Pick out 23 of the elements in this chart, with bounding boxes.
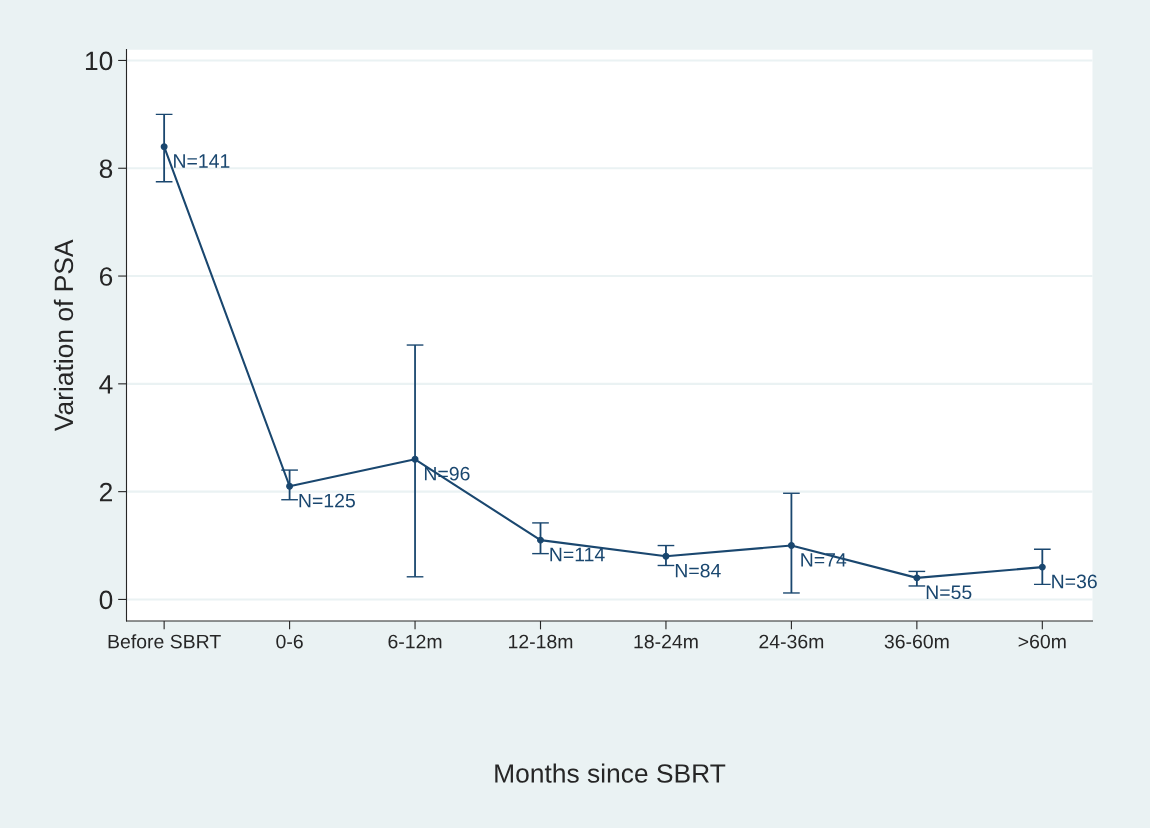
x-tick-label: 6-12m — [388, 634, 442, 649]
y-tick-label: 2 — [99, 482, 112, 502]
annotation: N=84 — [675, 563, 721, 578]
y-axis-title: Variation of PSA — [53, 239, 74, 432]
y-tick-label: 10 — [85, 51, 113, 71]
y-tick-label: 8 — [99, 159, 113, 179]
x-tick-label: 36-60m — [884, 634, 949, 649]
y-tick-label: 0 — [99, 590, 113, 610]
annotation: N=36 — [1052, 574, 1097, 589]
x-tick-label: 12-18m — [509, 634, 573, 649]
y-tick-label: 4 — [99, 375, 113, 394]
annotation: N=141 — [174, 154, 230, 168]
x-tick-label: 0-6 — [276, 634, 303, 649]
x-tick-label: 18-24m — [634, 634, 698, 649]
annotation: N=55 — [926, 585, 972, 600]
x-tick-label: 24-36m — [759, 634, 824, 649]
x-tick-label: >60m — [1018, 634, 1066, 649]
x-tick-label: Before SBRT — [108, 634, 221, 649]
y-tick-label: 6 — [99, 267, 113, 286]
x-axis-title: Months since SBRT — [495, 763, 726, 783]
annotation: N=125 — [299, 493, 355, 508]
annotation: N=74 — [801, 553, 847, 567]
annotation: N=114 — [550, 547, 605, 562]
